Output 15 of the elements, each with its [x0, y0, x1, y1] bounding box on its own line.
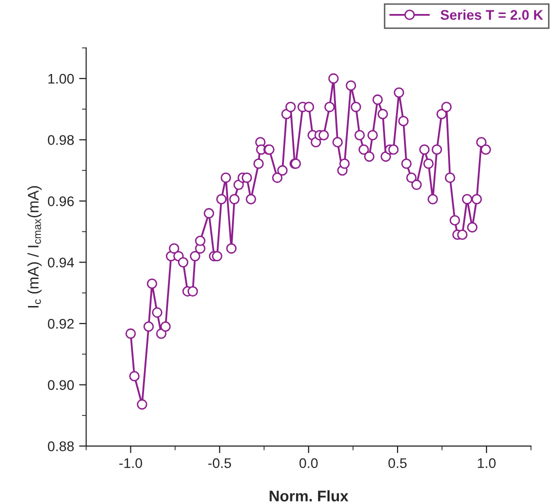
y-tick-label: 0.96 [48, 196, 74, 206]
y-tick-label: 0.94 [48, 258, 74, 268]
x-tick-label: 0.0 [299, 458, 318, 468]
x-axis-title: Norm. Flux [270, 490, 348, 502]
x-tick-label: 1.0 [478, 458, 496, 468]
y-tick-label: 0.90 [48, 380, 74, 390]
y-tick-label: 1.00 [48, 74, 74, 84]
x-tick-label: -0.5 [208, 458, 232, 468]
x-tick-label: 0.5 [388, 458, 407, 468]
y-axis-title: I$_{c}$ (mA) / I$_{cmax}$(mA) [27, 186, 42, 308]
x-tick-label: -1.0 [119, 458, 142, 468]
y-tick-label: 0.98 [48, 135, 74, 145]
y-tick-label: 0.88 [48, 441, 74, 452]
y-tick-label: 0.92 [48, 318, 74, 329]
legend-label: Series T = 2.0 K [440, 10, 544, 20]
